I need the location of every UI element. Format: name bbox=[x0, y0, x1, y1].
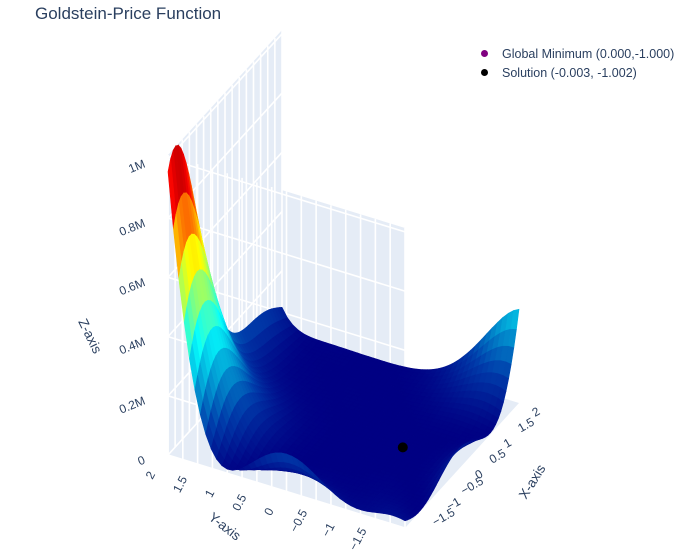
x-tick-label: 1.5 bbox=[515, 415, 537, 436]
box-top-edge bbox=[281, 29, 521, 229]
surface-cell bbox=[398, 516, 409, 522]
y-tick-label: −1.5 bbox=[346, 525, 370, 550]
legend-marker-solution bbox=[481, 69, 488, 76]
x-tick-label: 0.5 bbox=[487, 446, 509, 467]
legend-marker-global-minimum bbox=[481, 50, 488, 57]
z-tick-label: 0.2M bbox=[117, 394, 147, 417]
y-tick-label: 1.5 bbox=[170, 473, 190, 495]
y-tick-label: −1 bbox=[319, 520, 338, 539]
legend: Global Minimum (0.000,-1.000) Solution (… bbox=[476, 44, 674, 82]
z-tick-label: 0.4M bbox=[117, 334, 147, 357]
z-tick-label: 1M bbox=[126, 157, 147, 176]
solution-marker bbox=[397, 442, 408, 453]
z-tick-label: 0.8M bbox=[117, 216, 147, 239]
point-markers bbox=[397, 442, 408, 453]
z-tick-label: 0 bbox=[136, 453, 148, 469]
x-tick-label: −1 bbox=[444, 494, 463, 513]
gridline-z-level bbox=[166, 151, 406, 352]
z-axis-title: Z-axis bbox=[75, 316, 105, 356]
y-tick-label: −0.5 bbox=[287, 507, 311, 535]
legend-label-solution: Solution (-0.003, -1.002) bbox=[502, 65, 637, 80]
legend-item-global-minimum[interactable]: Global Minimum (0.000,-1.000) bbox=[476, 44, 674, 63]
chart-title: Goldstein-Price Function bbox=[35, 4, 222, 23]
x-axis-title: X-axis bbox=[516, 462, 549, 502]
y-tick-label: 1 bbox=[202, 487, 218, 500]
legend-label-global-minimum: Global Minimum (0.000,-1.000) bbox=[502, 46, 675, 61]
y-tick-label: 0.5 bbox=[229, 492, 249, 514]
gridline-z-level bbox=[166, 92, 406, 292]
legend-item-solution[interactable]: Solution (-0.003, -1.002) bbox=[476, 63, 674, 82]
surface-mesh bbox=[167, 144, 520, 522]
y-tick-label: 0 bbox=[261, 505, 277, 518]
x-tick-label: 2 bbox=[530, 404, 543, 420]
x-tick-label: 1 bbox=[501, 435, 514, 451]
gridline-z-level bbox=[166, 33, 406, 233]
y-tick-label: 2 bbox=[143, 469, 159, 482]
y-axis-title: Y-axis bbox=[206, 509, 244, 543]
z-tick-label: 0.6M bbox=[117, 275, 147, 298]
